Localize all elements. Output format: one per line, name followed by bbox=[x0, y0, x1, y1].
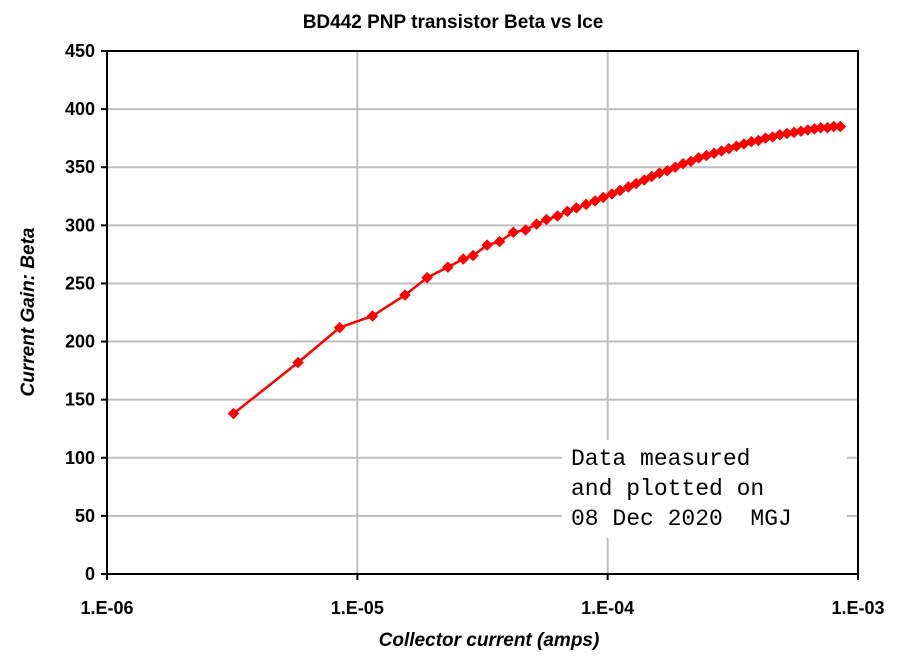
data-point bbox=[606, 188, 618, 200]
data-point bbox=[630, 177, 643, 190]
chart-title: BD442 PNP transistor Beta vs Ice bbox=[303, 12, 604, 33]
x-axis-label: Collector current (amps) bbox=[379, 630, 600, 651]
data-point bbox=[540, 213, 553, 226]
data-point bbox=[580, 198, 592, 211]
annotation-line-1: Data measured bbox=[571, 446, 750, 472]
annotation-line-3: 08 Dec 2020 MGJ bbox=[571, 506, 792, 532]
series-layer bbox=[227, 120, 847, 420]
annotation-line-2: and plotted on bbox=[571, 476, 764, 502]
data-point bbox=[421, 271, 433, 284]
data-point bbox=[551, 210, 564, 222]
x-tick-label: 1.E-04 bbox=[581, 598, 634, 618]
data-point bbox=[570, 202, 583, 214]
data-point bbox=[589, 195, 601, 207]
annotation-box: Data measured and plotted on 08 Dec 2020… bbox=[562, 440, 847, 538]
data-point bbox=[467, 249, 479, 262]
y-tick-label: 50 bbox=[75, 506, 95, 526]
data-point bbox=[481, 239, 493, 251]
y-tick-label: 200 bbox=[65, 332, 95, 352]
data-point bbox=[661, 164, 674, 177]
tick-layer: 0 50 100 150 200 250 300 350 400 450 1.E-06 1.E-05 1… bbox=[65, 41, 885, 618]
y-tick-label: 0 bbox=[85, 564, 95, 584]
data-point bbox=[292, 356, 304, 369]
data-point bbox=[507, 226, 520, 239]
y-tick-label: 300 bbox=[65, 215, 95, 235]
y-tick-label: 150 bbox=[65, 390, 95, 410]
x-tick-label: 1.E-03 bbox=[831, 598, 884, 618]
data-point bbox=[442, 261, 454, 274]
annotation-background bbox=[562, 440, 847, 538]
y-tick-label: 350 bbox=[65, 157, 95, 177]
data-point bbox=[669, 161, 681, 174]
data-point bbox=[834, 120, 847, 133]
data-point bbox=[399, 289, 411, 301]
data-point bbox=[333, 321, 346, 334]
data-point bbox=[366, 310, 379, 322]
data-point bbox=[227, 407, 240, 420]
data-point bbox=[561, 205, 574, 218]
y-tick-label: 100 bbox=[65, 448, 95, 468]
data-point bbox=[457, 253, 470, 265]
y-tick-label: 450 bbox=[65, 41, 95, 61]
data-point bbox=[597, 191, 610, 204]
y-axis-label: Current Gain: Beta bbox=[18, 227, 39, 396]
plot-area-frame bbox=[106, 50, 859, 575]
y-tick-label: 250 bbox=[65, 273, 95, 293]
x-tick-label: 1.E-05 bbox=[331, 598, 384, 618]
data-point bbox=[519, 224, 532, 236]
data-point bbox=[614, 184, 626, 197]
data-point bbox=[493, 235, 506, 248]
x-tick-label: 1.E-06 bbox=[80, 598, 133, 618]
y-tick-label: 400 bbox=[65, 99, 95, 119]
data-point bbox=[530, 218, 543, 231]
